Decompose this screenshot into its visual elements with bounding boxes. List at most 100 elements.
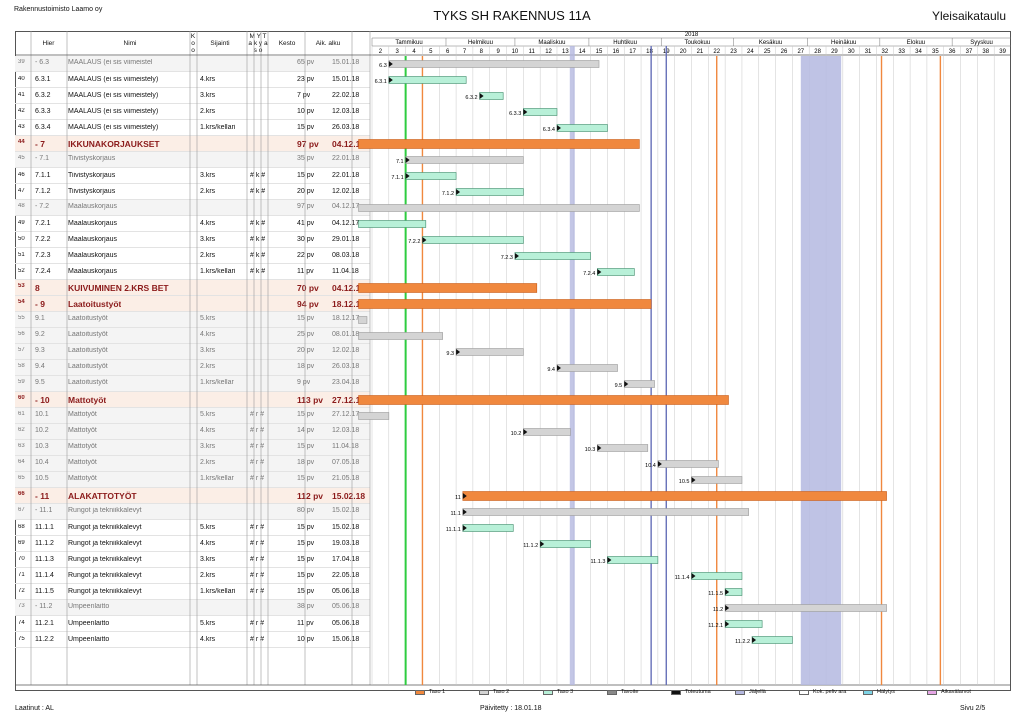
cell-name: Laatoitustyöt: [68, 331, 108, 338]
cell-start: 08.01.18: [332, 331, 360, 338]
cell-start: 15.01.18: [332, 59, 360, 66]
cell-n: 70: [18, 556, 25, 562]
cell-dur: 20 pv: [297, 188, 315, 195]
cell-n: 56: [18, 331, 25, 337]
table-row[interactable]: 43 6.3.4 MAALAUS (ei sis viimeistely) 1.krs…: [15, 120, 370, 136]
table-row[interactable]: 49 7.2.1 Maalauskorjaus 4.krs # k # 41 pv 04.1…: [15, 216, 370, 232]
cell-dur: 38 pv: [297, 603, 315, 610]
cell-dur: 20 pv: [297, 347, 315, 354]
cell-n: 73: [18, 603, 25, 609]
table-row[interactable]: 69 11.1.2 Rungot ja tekniikkalevyt 4.krs # r…: [15, 536, 370, 552]
cell-hier: 9.5: [35, 379, 45, 386]
table-row[interactable]: 50 7.2.2 Maalauskorjaus 3.krs # k # 30 pv 29.0…: [15, 232, 370, 248]
cell-loc: 1.krs/kellar: [200, 475, 234, 482]
page-title: TYKS SH RAKENNUS 11A: [433, 8, 591, 23]
cell-flags: # r #: [250, 475, 265, 482]
table-row[interactable]: 67 - 11.1 Rungot ja tekniikkalevyt 80 pv 15.…: [15, 504, 370, 520]
table-row[interactable]: 58 9.4 Laatoitustyöt 2.krs 18 pv 26.03.18: [15, 360, 370, 376]
table-row[interactable]: 53 8 KUIVUMINEN 2.KRS BET 70 pv 04.12.17: [15, 280, 370, 296]
cell-hier: 10.2: [35, 427, 49, 434]
table-row[interactable]: 40 6.3.1 MAALAUS (ei sis viimeistely) 4.krs…: [15, 72, 370, 88]
table-row[interactable]: 62 10.2 Mattotyöt 4.krs # r # 14 pv 12.03.18: [15, 424, 370, 440]
cell-hier: 8: [35, 283, 40, 293]
cell-hier: 10.1: [35, 411, 49, 418]
legend-swatch: [671, 690, 681, 695]
table-row[interactable]: 51 7.2.3 Maalauskorjaus 2.krs # k # 22 pv 08.0…: [15, 248, 370, 264]
cell-start: 27.12.17: [332, 395, 366, 405]
cell-n: 64: [18, 459, 25, 465]
cell-hier: 7.1.1: [35, 172, 51, 179]
cell-hier: 6.3.1: [35, 76, 51, 83]
table-row[interactable]: 54 - 9 Laatoitustyöt 94 pv 18.12.17: [15, 296, 370, 312]
table-row[interactable]: 52 7.2.4 Maalauskorjaus 1.krs/kellari # k # 1…: [15, 264, 370, 280]
cell-start: 26.03.18: [332, 124, 360, 131]
cell-start: 21.05.18: [332, 475, 360, 482]
table-row[interactable]: 42 6.3.3 MAALAUS (ei sis viimeistely) 2.krs…: [15, 104, 370, 120]
cell-n: 49: [18, 220, 25, 226]
cell-hier: 11.1.2: [35, 540, 54, 547]
table-row[interactable]: 66 - 11 ALAKATTOTYÖT 112 pv 15.02.18: [15, 488, 370, 504]
cell-hier: 11.1.1: [35, 524, 54, 531]
cell-hier: - 9: [35, 299, 45, 309]
cell-n: 46: [18, 172, 25, 178]
cell-loc: 5.krs: [200, 411, 216, 418]
table-row[interactable]: 56 9.2 Laatoitustyöt 4.krs 25 pv 08.01.18: [15, 328, 370, 344]
cell-start: 15.06.18: [332, 636, 360, 643]
legend-label: Taso 1: [429, 689, 446, 695]
table-row[interactable]: 46 7.1.1 Tiivistyskorjaus 3.krs # k # 15 pv 22…: [15, 168, 370, 184]
cell-start: 15.02.18: [332, 524, 360, 531]
cell-hier: 10.4: [35, 459, 49, 466]
cell-flags: # r #: [250, 411, 265, 418]
cell-loc: 3.krs: [200, 236, 216, 243]
table-row[interactable]: 45 - 7.1 Tiivistyskorjaus 35 pv 22.01.18: [15, 152, 370, 168]
cell-loc: 4.krs: [200, 636, 216, 643]
table-row[interactable]: 60 - 10 Mattotyöt 113 pv 27.12.17: [15, 392, 370, 408]
cell-dur: 15 pv: [297, 124, 315, 131]
table-row[interactable]: 59 9.5 Laatoitustyöt 1.krs/kellar 9 pv 23.04.…: [15, 376, 370, 392]
cell-n: 72: [18, 588, 25, 594]
table-row[interactable]: 47 7.1.2 Tiivistyskorjaus 2.krs # k # 20 pv 12…: [15, 184, 370, 200]
cell-n: 54: [18, 299, 25, 305]
table-row[interactable]: 65 10.5 Mattotyöt 1.krs/kellar # r # 15 pv 21.…: [15, 472, 370, 488]
legend-label: Toteutuma: [685, 689, 711, 695]
table-row[interactable]: 44 - 7 IKKUNAKORJAUKSET 97 pv 04.12.17: [15, 136, 370, 152]
table-row[interactable]: 64 10.4 Mattotyöt 2.krs # r # 18 pv 07.05.18: [15, 456, 370, 472]
cell-name: Maalauskorjaus: [68, 236, 118, 243]
table-row[interactable]: 39 - 6.3 MAALAUS (ei sis viimeistel 65 pv 15…: [15, 56, 370, 72]
legend-label: Kok. peliv ara: [813, 689, 847, 695]
cell-loc: 1.krs/kellari: [200, 124, 236, 131]
cell-flags: # r #: [250, 636, 265, 643]
cell-name: Maalauskorjaus: [68, 252, 118, 259]
cell-start: 12.02.18: [332, 188, 360, 195]
table-row[interactable]: 68 11.1.1 Rungot ja tekniikkalevyt 5.krs # r…: [15, 520, 370, 536]
cell-loc: 2.krs: [200, 188, 216, 195]
cell-start: 22.02.18: [332, 92, 360, 99]
table-row[interactable]: 57 9.3 Laatoitustyöt 3.krs 20 pv 12.02.18: [15, 344, 370, 360]
cell-start: 11.04.18: [332, 268, 359, 275]
table-row[interactable]: 55 9.1 Laatoitustyöt 5.krs 15 pv 18.12.17: [15, 312, 370, 328]
table-row[interactable]: 72 11.1.5 Rungot ja tekniikkalevyt 1.krs/ke…: [15, 584, 370, 600]
legend-swatch: [415, 690, 425, 695]
table-row[interactable]: 71 11.1.4 Rungot ja tekniikkalevyt 2.krs # r…: [15, 568, 370, 584]
cell-n: 61: [18, 411, 25, 417]
cell-dur: 41 pv: [297, 220, 315, 227]
table-row[interactable]: 75 11.2.2 Umpeenlaitto 4.krs # r # 10 pv 15.06…: [15, 632, 370, 648]
table-row[interactable]: 41 6.3.2 MAALAUS (ei sis viimeistely) 3.krs…: [15, 88, 370, 104]
cell-name: Laatoitustyöt: [68, 379, 108, 386]
cell-name: Maalauskorjaus: [68, 268, 118, 275]
cell-n: 74: [18, 620, 25, 626]
cell-hier: - 7.1: [35, 155, 50, 162]
table-row[interactable]: 48 - 7.2 Maalauskorjaus 97 pv 04.12.17: [15, 200, 370, 216]
cell-n: 42: [18, 108, 25, 114]
table-row[interactable]: 61 10.1 Mattotyöt 5.krs # r # 15 pv 27.12.17: [15, 408, 370, 424]
table-row[interactable]: 63 10.3 Mattotyöt 3.krs # r # 15 pv 11.04.18: [15, 440, 370, 456]
cell-flags: # k #: [250, 220, 266, 227]
cell-hier: 9.1: [35, 315, 45, 322]
table-row[interactable]: 73 - 11.2 Umpeenlaitto 38 pv 05.06.18: [15, 600, 370, 616]
cell-flags: # r #: [250, 588, 265, 595]
cell-name: Laatoitustyöt: [68, 315, 108, 322]
cell-n: 65: [18, 475, 25, 481]
table-row[interactable]: 74 11.2.1 Umpeenlaitto 5.krs # r # 11 pv 05.06…: [15, 616, 370, 632]
cell-start: 04.12.17: [332, 220, 360, 227]
table-row[interactable]: 70 11.1.3 Rungot ja tekniikkalevyt 3.krs # r…: [15, 552, 370, 568]
